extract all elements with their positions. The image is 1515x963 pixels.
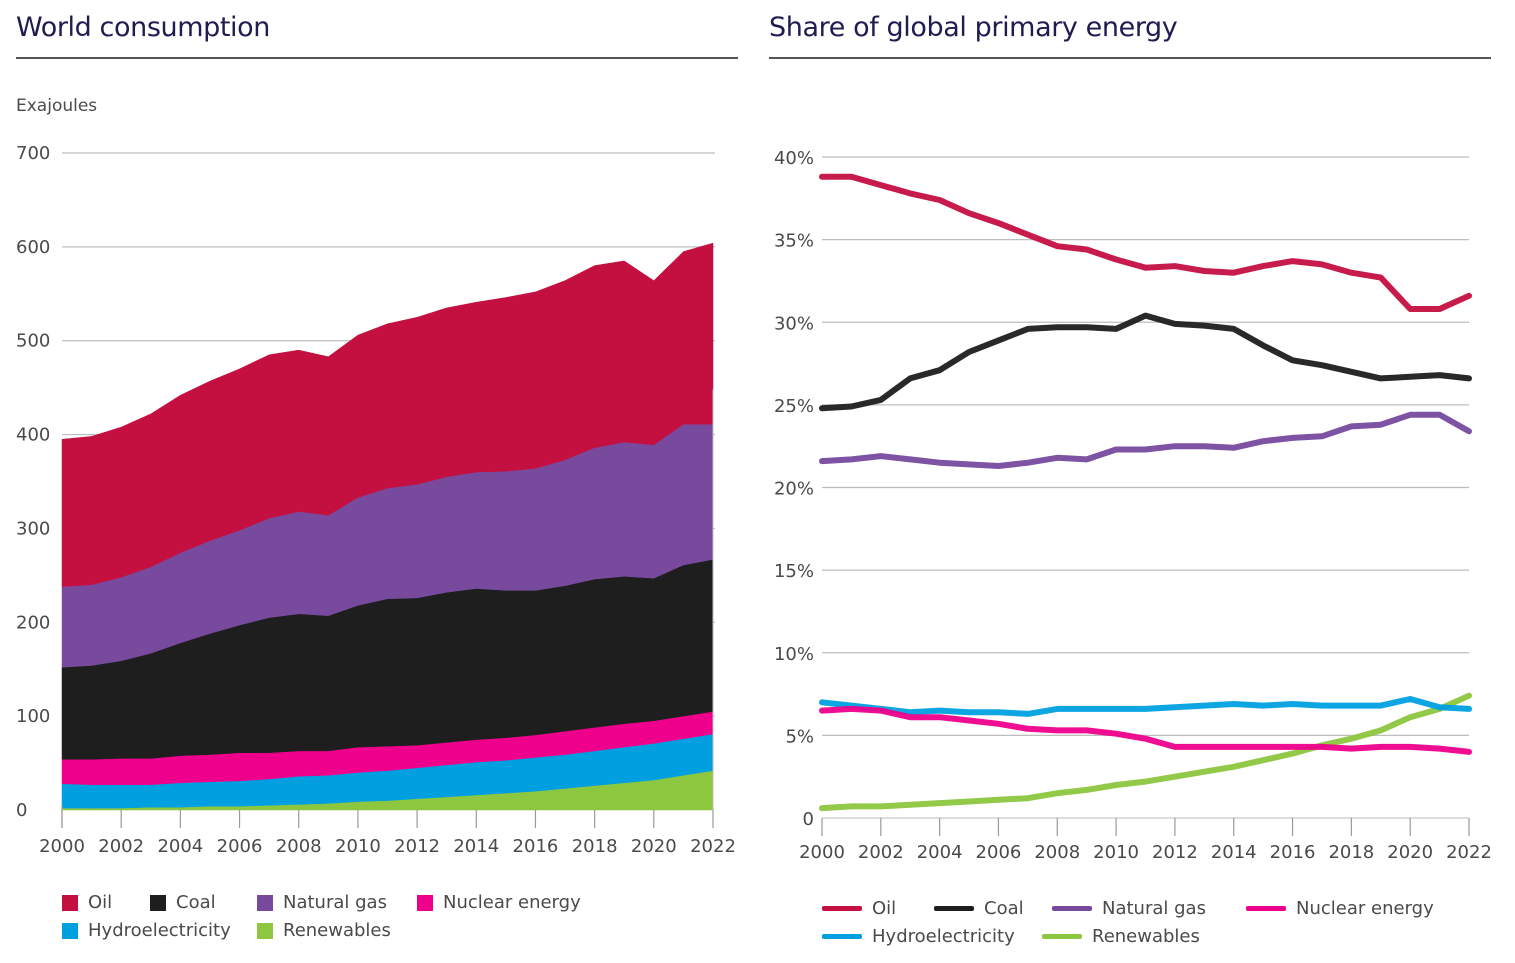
y-tick-label: 500 [16,331,50,352]
legend-label: Hydroelectricity [872,926,1015,947]
x-tick-label: 2008 [276,836,322,857]
x-tick-label: 2018 [1328,842,1374,863]
legend-item-nuclear-energy: Nuclear energy [417,892,581,913]
x-tick-label: 2004 [157,836,203,857]
y-tick-label: 20% [774,479,814,500]
y-tick-label: 400 [16,425,50,446]
legend-swatch [822,906,862,911]
legend-label: Oil [88,892,113,913]
x-tick-label: 2006 [976,842,1022,863]
y-tick-label: 10% [774,644,814,665]
legend-item-hydroelectricity: Hydroelectricity [822,926,1015,947]
legend-item-nuclear-energy: Nuclear energy [1246,898,1434,919]
line-coal [819,312,1472,412]
x-tick-label: 2016 [1270,842,1316,863]
legend-item-hydroelectricity: Hydroelectricity [62,920,231,941]
x-tick-label: 2006 [217,836,263,857]
y-tick-label: 35% [774,231,814,252]
line-nuclear-energy [819,705,1472,755]
legend-item-natural-gas: Natural gas [257,892,387,913]
legend-swatch [62,894,78,911]
x-tick-label: 2002 [858,842,904,863]
x-tick-label: 2022 [1446,842,1492,863]
y-axis-label: Exajoules [16,96,97,116]
y-tick-label: 25% [774,396,814,417]
x-tick-label: 2018 [572,836,618,857]
title-divider-right [769,57,1491,59]
legend-swatch [62,922,78,939]
x-tick-label: 2004 [917,842,963,863]
x-tick-label: 2012 [394,836,440,857]
y-tick-label: 0 [16,800,27,821]
y-tick-label: 0 [803,809,814,830]
legend-item-coal: Coal [934,898,1024,919]
legend-swatch [1042,934,1082,939]
x-tick-label: 2014 [453,836,499,857]
x-tick-label: 2010 [1093,842,1139,863]
legend-label: Coal [984,898,1024,919]
share-of-primary-energy-title: Share of global primary energy [769,12,1178,43]
legend-swatch [257,922,273,939]
line-hydroelectricity [819,696,1472,717]
x-tick-label: 2000 [799,842,845,863]
x-tick-label: 2008 [1034,842,1080,863]
x-tick-label: 2002 [98,836,144,857]
legend-swatch [822,934,862,939]
world-consumption-title: World consumption [16,12,270,43]
y-tick-label: 5% [785,726,814,747]
legend-swatch [150,894,166,911]
legend-label: Coal [176,892,216,913]
legend-item-natural-gas: Natural gas [1052,898,1206,919]
share-of-primary-energy-legend: Oil Coal Natural gas Nuclear energy Hydroele… [822,898,1502,958]
legend-label: Oil [872,898,897,919]
y-tick-label: 200 [16,612,50,633]
y-tick-label: 700 [16,143,50,164]
x-tick-label: 2020 [1387,842,1433,863]
legend-swatch [1052,906,1092,911]
y-tick-label: 15% [774,561,814,582]
y-tick-label: 100 [16,706,50,727]
world-consumption-chart: Exajoules 0 100 200 300 400 500 600 700 2000 2002… [16,96,736,857]
legend-swatch [934,906,974,911]
legend-label: Nuclear energy [443,892,581,913]
x-tick-label: 2014 [1211,842,1257,863]
y-tick-label: 30% [774,313,814,334]
legend-item-oil: Oil [822,898,896,919]
y-tick-label: 600 [16,237,50,258]
x-tick-label: 2010 [335,836,381,857]
legend-swatch [257,894,273,911]
y-tick-label: 300 [16,518,50,539]
legend-label: Natural gas [1102,898,1206,919]
title-divider-left [16,57,738,59]
legend-label: Natural gas [283,892,387,913]
legend-label: Nuclear energy [1296,898,1434,919]
x-tick-label: 2020 [631,836,677,857]
x-tick-label: 2012 [1152,842,1198,863]
legend-item-oil: Oil [62,892,112,913]
legend-label: Renewables [283,920,391,941]
legend-item-renewables: Renewables [1042,926,1200,947]
line-natural-gas [819,411,1472,469]
legend-item-renewables: Renewables [257,920,391,941]
legend-label: Renewables [1092,926,1200,947]
x-tick-label: 2016 [513,836,559,857]
legend-label: Hydroelectricity [88,920,231,941]
line-renewables [819,692,1472,812]
legend-item-coal: Coal [150,892,216,913]
line-oil [819,173,1472,312]
y-tick-label: 40% [774,148,814,169]
world-consumption-legend: Oil Coal Natural gas Nuclear energy Hydroele… [62,892,742,952]
x-tick-label: 2022 [690,836,736,857]
legend-swatch [417,894,433,911]
legend-swatch [1246,906,1286,911]
share-of-primary-energy-chart: 0 5% 10% 15% 20% 25% 30% 35% 40% 2000 2002 2004 2006… [774,148,1492,863]
x-tick-label: 2000 [39,836,85,857]
